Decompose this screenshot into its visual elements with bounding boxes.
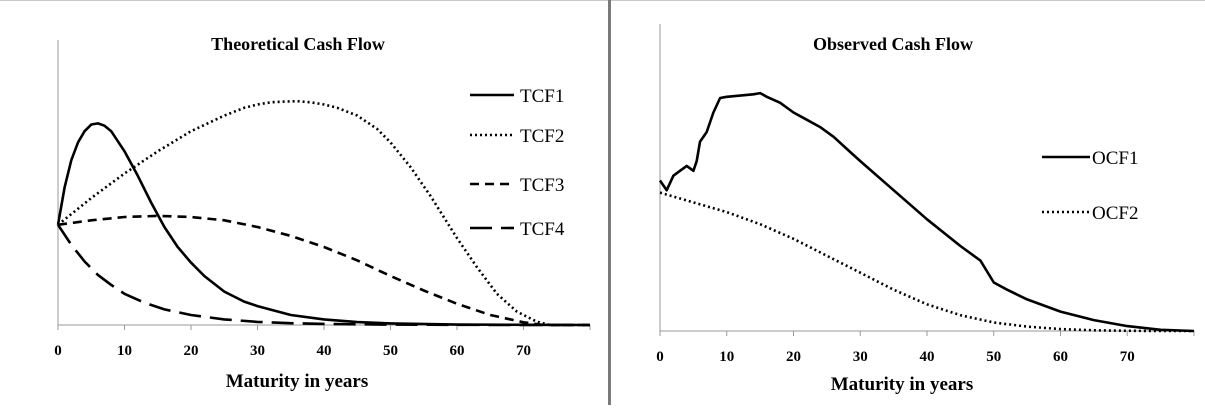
observed-cash-flow-chart: Observed Cash Flow Maturity in years 0 10… [656,24,1195,395]
x-tick-label: 20 [184,343,199,359]
x-tick-label: 50 [383,343,398,359]
series-line-tcf1 [56,122,591,327]
x-tick-label: 10 [719,349,734,365]
chart-title: Observed Cash Flow [813,34,973,54]
x-tick-label: 60 [450,343,465,359]
series-line-ocf1 [658,91,1195,333]
x-axis-title: Maturity in years [831,374,973,395]
legend-label-tcf4: TCF4 [520,219,565,240]
x-tick-label: 30 [250,343,265,359]
x-tick-label: 40 [920,349,935,365]
theoretical-cash-flow-chart: Theoretical Cash Flow Maturity in years … [54,34,591,392]
x-tick-label: 40 [317,343,332,359]
x-tick-label: 0 [656,349,664,365]
x-tick-label: 50 [986,349,1001,365]
top-border [0,0,1205,1]
legend-label-ocf2: OCF2 [1092,203,1138,224]
series-line-ocf2 [659,191,1194,333]
observed-cash-flow-panel: Observed Cash Flow Maturity in years 0 10… [612,0,1205,405]
x-axis-title: Maturity in years [226,371,368,392]
legend-label-tcf3: TCF3 [520,175,564,196]
chart-title: Theoretical Cash Flow [211,34,385,54]
theoretical-cash-flow-panel: Theoretical Cash Flow Maturity in years … [0,0,608,405]
series-line-tcf3 [57,214,590,327]
x-tick-label: 70 [516,343,531,359]
legend-label-tcf1: TCF1 [520,86,564,107]
x-tick-label: 20 [786,349,801,365]
x-tick-label: 30 [853,349,868,365]
legend-label-ocf1: OCF1 [1092,148,1138,169]
x-tick-label: 60 [1053,349,1068,365]
series-line-tcf4 [56,224,590,327]
x-tick-label: 70 [1120,349,1135,365]
x-tick-label: 0 [54,343,62,359]
legend-label-tcf2: TCF2 [520,126,564,147]
panel-divider [608,0,611,405]
x-tick-label: 10 [117,343,132,359]
